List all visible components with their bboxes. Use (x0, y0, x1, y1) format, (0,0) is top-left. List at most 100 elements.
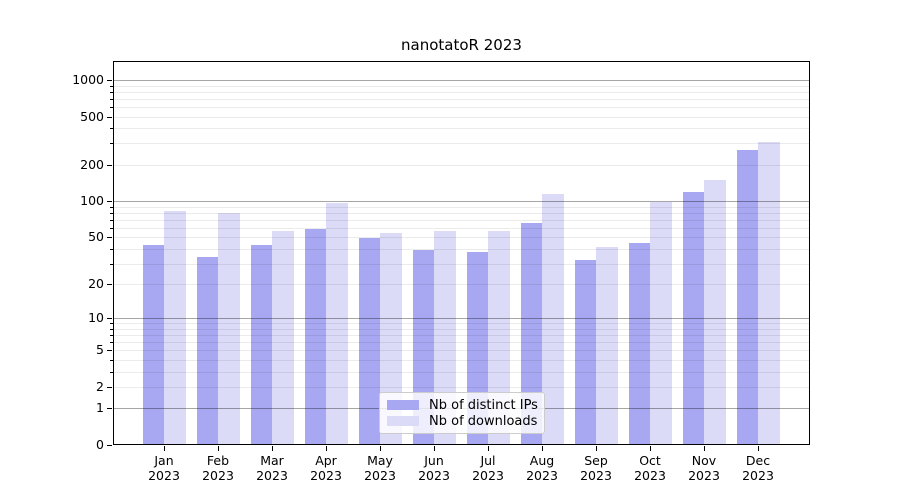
xtick-mark-feb (218, 446, 219, 451)
ytick-mark-200 (107, 164, 112, 166)
ytick-minor-mark-9 (110, 323, 113, 325)
bar-downloads-may (380, 233, 402, 444)
bar-downloads-aug (542, 194, 564, 444)
xtick-mark-mar (272, 446, 273, 451)
bar-ips-sep (574, 259, 596, 444)
xtick-label-aug: Aug 2023 (526, 453, 558, 483)
ytick-mark-2 (107, 386, 112, 388)
ytick-mark-0 (107, 445, 112, 446)
gridline-minor-800 (114, 91, 809, 93)
gridline-major-1000 (114, 80, 809, 81)
ytick-mark-500 (107, 116, 112, 118)
bar-downloads-mar (272, 231, 294, 444)
xtick-mark-jun (434, 446, 435, 451)
ytick-mark-5 (107, 350, 112, 352)
ytick-mark-1000 (107, 80, 112, 81)
ytick-label-1000: 1000 (72, 72, 104, 87)
bar-downloads-feb (218, 212, 240, 444)
ytick-minor-mark-90 (110, 206, 113, 208)
ytick-mark-50 (107, 237, 112, 239)
ytick-label-1: 1 (96, 400, 104, 416)
ytick-minor-mark-300 (110, 143, 113, 145)
ytick-minor-mark-40 (110, 248, 113, 250)
plot-area (113, 61, 810, 445)
gridline-minor-900 (114, 85, 809, 87)
ytick-mark-100 (107, 201, 112, 203)
bar-downloads-nov (704, 180, 726, 444)
ytick-label-5: 5 (96, 342, 104, 358)
ytick-mark-10 (107, 318, 112, 320)
ytick-minor-mark-70 (110, 219, 113, 221)
bar-ips-mar (250, 244, 272, 444)
ytick-minor-mark-60 (110, 227, 113, 229)
xtick-label-jan: Jan 2023 (148, 453, 180, 483)
ytick-minor-mark-600 (110, 106, 113, 108)
ytick-minor-mark-3 (110, 371, 113, 373)
ytick-mark-1 (107, 408, 112, 410)
bar-ips-nov (682, 192, 704, 444)
xtick-mark-dec (758, 446, 759, 451)
ytick-label-100: 100 (80, 193, 104, 209)
xtick-label-jun: Jun 2023 (418, 453, 450, 483)
xtick-label-sep: Sep 2023 (580, 453, 612, 483)
xtick-label-may: May 2023 (364, 453, 396, 483)
legend-row-downloads: Nb of downloads (387, 414, 537, 429)
gridline-minor-500 (114, 116, 809, 118)
ytick-minor-mark-400 (110, 128, 113, 130)
xtick-mark-oct (650, 446, 651, 451)
ytick-label-50: 50 (88, 229, 104, 245)
bar-ips-dec (736, 150, 758, 444)
xtick-label-apr: Apr 2023 (310, 453, 342, 483)
legend-label-ips: Nb of distinct IPs (429, 397, 538, 413)
gridline-minor-200 (114, 164, 809, 166)
legend-swatch-downloads (387, 416, 419, 426)
bar-ips-feb (196, 256, 218, 444)
xtick-mark-nov (704, 446, 705, 451)
ytick-label-10: 10 (88, 310, 104, 326)
bar-downloads-apr (326, 203, 348, 444)
xtick-mark-jul (488, 446, 489, 451)
chart-title: nanotatoR 2023 (401, 36, 522, 54)
gridline-minor-400 (114, 128, 809, 130)
ytick-minor-mark-6 (110, 342, 113, 344)
ytick-minor-mark-7 (110, 335, 113, 337)
xtick-mark-may (380, 446, 381, 451)
ytick-minor-mark-80 (110, 212, 113, 214)
bar-ips-aug (520, 223, 542, 444)
ytick-minor-mark-4 (110, 359, 113, 361)
ytick-label-500: 500 (80, 108, 104, 124)
gridline-minor-300 (114, 143, 809, 145)
legend-row-ips: Nb of distinct IPs (387, 397, 538, 413)
ytick-label-2: 2 (96, 378, 104, 394)
ytick-label-20: 20 (88, 276, 104, 292)
xtick-mark-sep (596, 446, 597, 451)
gridline-minor-700 (114, 98, 809, 100)
xtick-label-mar: Mar 2023 (256, 453, 288, 483)
bar-downloads-sep (596, 247, 618, 444)
gridline-minor-600 (114, 106, 809, 108)
legend-label-downloads: Nb of downloads (429, 413, 538, 429)
legend: Nb of distinct IPs Nb of downloads (379, 392, 545, 434)
ytick-minor-mark-900 (110, 85, 113, 87)
bar-downloads-oct (650, 201, 672, 444)
ytick-minor-mark-700 (110, 98, 113, 100)
bar-ips-may (358, 238, 380, 444)
bar-ips-apr (304, 228, 326, 444)
ytick-minor-mark-8 (110, 328, 113, 330)
legend-swatch-ips (387, 400, 419, 410)
bar-downloads-jul (488, 230, 510, 444)
ytick-mark-20 (107, 284, 112, 286)
xtick-mark-aug (542, 446, 543, 451)
xtick-mark-apr (326, 446, 327, 451)
ytick-label-0: 0 (96, 437, 104, 452)
xtick-label-dec: Dec 2023 (742, 453, 774, 483)
bar-ips-oct (628, 242, 650, 444)
xtick-label-jul: Jul 2023 (472, 453, 504, 483)
bar-downloads-jun (434, 230, 456, 444)
ytick-label-200: 200 (80, 156, 104, 172)
ytick-minor-mark-30 (110, 263, 113, 265)
bar-downloads-jan (164, 210, 186, 444)
xtick-label-oct: Oct 2023 (634, 453, 666, 483)
xtick-mark-jan (164, 446, 165, 451)
